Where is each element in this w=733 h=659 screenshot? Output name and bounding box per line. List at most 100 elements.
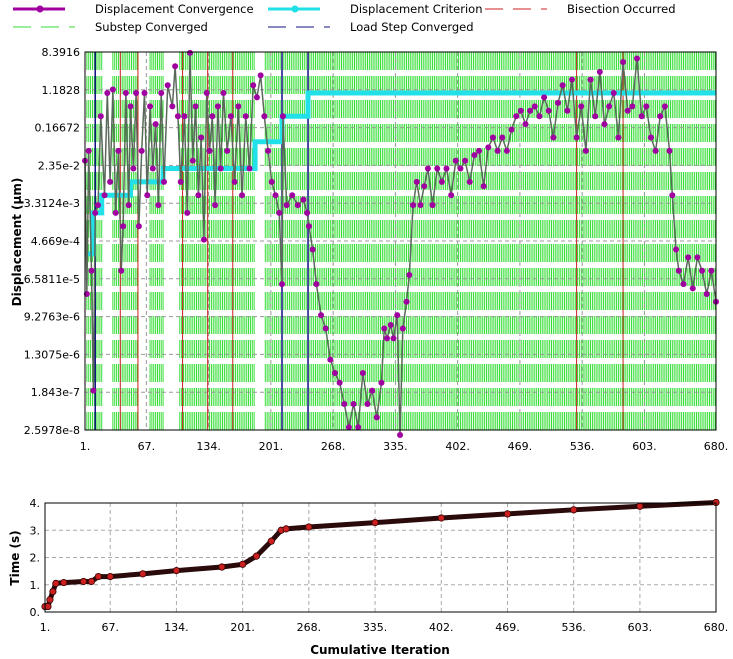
time-point	[218, 563, 226, 571]
x-tick-label: 536.	[561, 621, 586, 634]
displacement-convergence-point	[673, 246, 680, 253]
displacement-convergence-point	[685, 254, 692, 261]
displacement-convergence-point	[97, 113, 104, 120]
y-tick-label: 3.3124e-3	[24, 197, 80, 210]
displacement-convergence-point	[394, 312, 401, 319]
x-tick-label: 67.	[101, 621, 119, 634]
time-point	[437, 514, 445, 522]
displacement-convergence-point	[666, 147, 673, 154]
x-tick-label: 402.	[445, 440, 470, 453]
displacement-convergence-point	[550, 134, 557, 141]
displacement-convergence-point	[573, 134, 580, 141]
legend-item: Displacement Criterion	[268, 2, 483, 16]
displacement-convergence-point	[158, 90, 165, 97]
displacement-convergence-point	[381, 325, 388, 332]
time-point	[636, 502, 644, 510]
displacement-convergence-point	[652, 147, 659, 154]
displacement-convergence-point	[304, 209, 311, 216]
y-tick-label: 1.843e-7	[31, 386, 80, 399]
displacement-convergence-point	[508, 126, 515, 133]
x-tick-label: 536.	[570, 440, 595, 453]
displacement-convergence-point	[209, 113, 216, 120]
y-tick-label: 1.3075e-6	[24, 348, 80, 361]
displacement-convergence-point	[568, 76, 575, 83]
displacement-convergence-point	[149, 165, 156, 172]
displacement-convergence-point	[471, 152, 478, 159]
displacement-convergence-point	[610, 90, 617, 97]
displacement-convergence-point	[235, 103, 242, 110]
displacement-convergence-point	[559, 82, 566, 89]
displacement-convergence-point	[421, 183, 428, 190]
displacement-convergence-point	[322, 325, 329, 332]
time-point	[60, 578, 68, 587]
displacement-convergence-point	[125, 202, 132, 209]
time-point	[267, 537, 275, 545]
displacement-convergence-point	[480, 183, 487, 190]
y-tick-label: 3.	[30, 524, 41, 537]
displacement-convergence-point	[587, 76, 594, 83]
x-tick-label: 603.	[628, 621, 653, 634]
displacement-chart: 8.3916 1.1828 0.16672 2.35e-2 3.3124e-3 4.669…	[24, 46, 728, 453]
displacement-convergence-point	[399, 325, 406, 332]
time-point	[252, 552, 261, 560]
time-chart: 4. 3. 2. 1. 0. 1. 67. 134. 201. 268. 335. 402. 469. 5…	[30, 497, 729, 634]
displacement-convergence-point	[689, 285, 696, 292]
legend: Displacement Convergence Displacement Cri…	[13, 2, 676, 34]
displacement-convergence-point	[261, 113, 268, 120]
displacement-convergence-point	[189, 157, 196, 164]
displacement-convergence-point	[669, 192, 676, 199]
legend-item: Substep Converged	[13, 20, 208, 34]
y-axis-label-time: Time (s)	[8, 530, 22, 585]
time-point	[52, 579, 60, 587]
displacement-convergence-point	[643, 103, 650, 110]
displacement-convergence-point	[283, 202, 290, 209]
displacement-convergence-point	[615, 134, 622, 141]
displacement-convergence-point	[406, 272, 413, 279]
y-tick-label: 4.	[30, 497, 41, 510]
y-tick-label: 2.5978e-8	[24, 424, 80, 437]
displacement-convergence-point	[231, 178, 238, 185]
legend-item: Displacement Convergence	[13, 2, 254, 16]
displacement-convergence-point	[708, 267, 715, 274]
x-tick-label: 268.	[321, 440, 346, 453]
displacement-convergence-point	[104, 90, 111, 97]
displacement-convergence-point	[384, 335, 391, 342]
plot-frame	[44, 502, 717, 613]
displacement-convergence-point	[606, 103, 613, 110]
displacement-convergence-point	[369, 387, 376, 394]
displacement-convergence-point	[647, 134, 654, 141]
displacement-convergence-point	[629, 103, 636, 110]
displacement-convergence-point	[242, 113, 249, 120]
displacement-convergence-point	[424, 165, 431, 172]
displacement-convergence-point	[457, 165, 464, 172]
time-point	[305, 523, 313, 531]
displacement-convergence-point	[466, 178, 473, 185]
displacement-convergence-point	[200, 236, 207, 243]
displacement-convergence-point	[224, 147, 231, 154]
displacement-convergence-point	[517, 107, 524, 114]
displacement-convergence-point	[309, 246, 316, 253]
y-tick-label: 2.	[30, 552, 41, 565]
x-axis-label: Cumulative Iteration	[310, 643, 450, 657]
displacement-convergence-point	[680, 281, 687, 288]
displacement-convergence-point	[305, 223, 312, 230]
displacement-convergence-point	[513, 113, 520, 120]
displacement-convergence-point	[164, 82, 171, 89]
displacement-convergence-point	[122, 90, 129, 97]
displacement-convergence-point	[417, 202, 424, 209]
displacement-convergence-point	[92, 209, 99, 216]
displacement-convergence-point	[107, 178, 114, 185]
displacement-convergence-point	[115, 147, 122, 154]
displacement-convergence-point	[155, 202, 162, 209]
time-point	[49, 587, 57, 596]
y-tick-label: 9.2763e-6	[24, 311, 80, 324]
displacement-convergence-point	[336, 379, 343, 386]
displacement-convergence-point	[318, 312, 325, 319]
displacement-convergence-point	[531, 103, 538, 110]
displacement-convergence-point	[101, 192, 108, 199]
displacement-convergence-point	[174, 113, 181, 120]
displacement-convergence-point	[522, 121, 529, 128]
displacement-convergence-point	[160, 178, 167, 185]
displacement-convergence-point	[359, 369, 366, 376]
